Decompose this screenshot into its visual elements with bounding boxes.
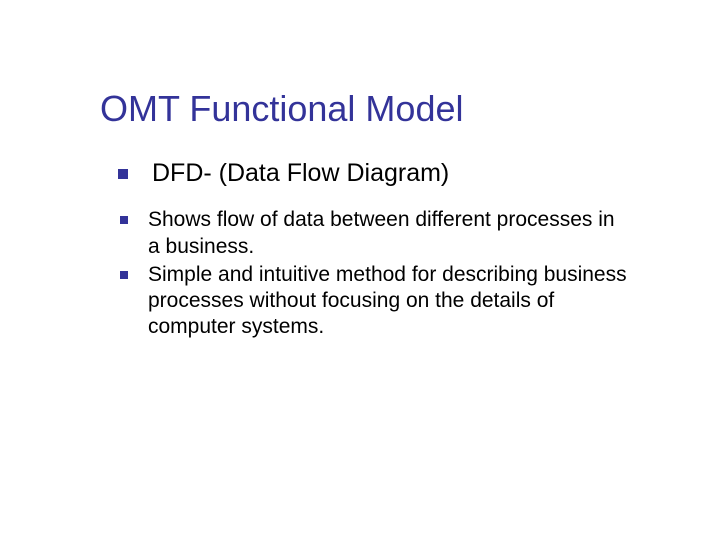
square-bullet-icon [120, 271, 128, 279]
bullet-level2-text: Shows flow of data between different pro… [148, 207, 628, 260]
square-bullet-icon [118, 169, 128, 179]
bullet-level2: Simple and intuitive method for describi… [100, 262, 660, 341]
slide: OMT Functional Model DFD- (Data Flow Dia… [0, 0, 720, 540]
bullet-level2-text: Simple and intuitive method for describi… [148, 262, 628, 341]
bullet-level2: Shows flow of data between different pro… [100, 207, 660, 260]
slide-title: OMT Functional Model [100, 88, 660, 130]
bullet-level1: DFD- (Data Flow Diagram) [100, 158, 660, 189]
spacer [100, 197, 660, 207]
square-bullet-icon [120, 216, 128, 224]
bullet-level1-text: DFD- (Data Flow Diagram) [152, 158, 449, 189]
